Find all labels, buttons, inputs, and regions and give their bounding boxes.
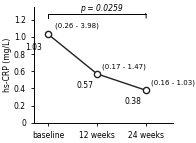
Text: 1.03: 1.03 <box>25 43 42 52</box>
Text: 0.57: 0.57 <box>76 81 93 90</box>
Text: (0.26 - 3.98): (0.26 - 3.98) <box>54 23 98 29</box>
Text: (0.16 - 1.03): (0.16 - 1.03) <box>151 79 195 86</box>
Text: p = 0.0259: p = 0.0259 <box>81 4 123 13</box>
Text: 0.38: 0.38 <box>125 97 142 106</box>
Y-axis label: hs-CRP (mg/L): hs-CRP (mg/L) <box>4 38 13 92</box>
Text: (0.17 - 1.47): (0.17 - 1.47) <box>102 63 146 69</box>
